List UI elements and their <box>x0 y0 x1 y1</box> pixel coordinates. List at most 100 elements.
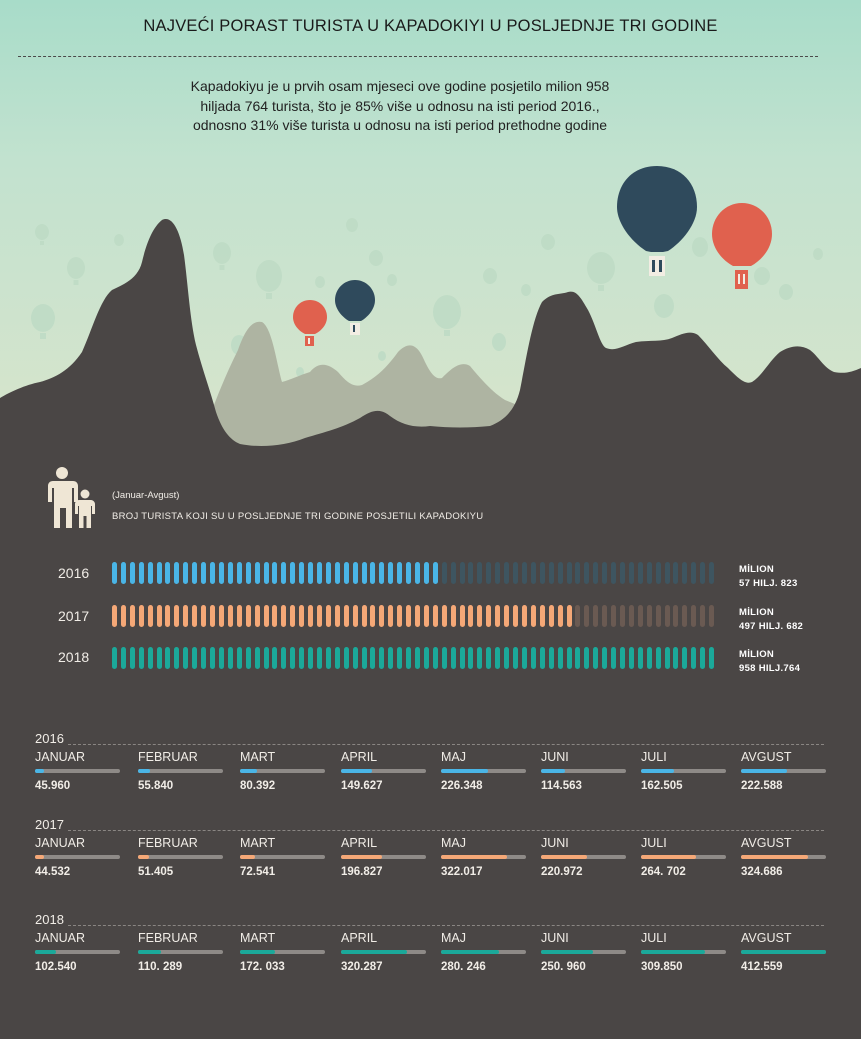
month-bar-track <box>138 855 223 859</box>
total-bar-tick-filled <box>112 562 117 584</box>
year-label-2016: 2016 <box>58 565 90 581</box>
month-cell: MART 172. 033 <box>240 931 325 973</box>
total-bar-tick-filled <box>165 562 171 584</box>
total-bar-tick-filled <box>129 605 135 627</box>
total-bar-tick-filled <box>370 562 376 584</box>
balloon-icon <box>387 274 397 286</box>
total-bar-tick-filled <box>397 647 403 669</box>
month-cell: FEBRUAR 51.405 <box>138 836 223 878</box>
total-bar-tick-empty <box>602 562 608 584</box>
total-bar-tick-filled <box>129 647 135 669</box>
month-name: JANUAR <box>35 931 86 945</box>
total-bar-tick-filled <box>316 605 322 627</box>
total-bar-tick-filled <box>147 562 153 584</box>
total-bar-tick-filled <box>646 647 652 669</box>
total-bar-tick-empty <box>539 562 545 584</box>
total-bar-tick-filled <box>138 562 144 584</box>
month-year-label: 2017 <box>35 817 64 832</box>
month-bar-track <box>441 855 526 859</box>
month-bar-track <box>541 769 626 773</box>
total-bar-tick-filled <box>406 605 412 627</box>
total-bar-tick-empty <box>477 562 483 584</box>
month-name: MAJ <box>441 836 466 850</box>
month-cell: JUNI 114.563 <box>541 750 626 792</box>
balloon-icon <box>114 234 124 246</box>
total-bar-tick-empty <box>593 562 599 584</box>
balloon-icon <box>654 294 674 318</box>
month-bar-track <box>641 855 726 859</box>
total-bar-tick-filled <box>548 647 554 669</box>
total-bar-tick-filled <box>486 647 492 669</box>
total-bar-tick-filled <box>584 647 590 669</box>
total-bar-tick-empty <box>691 605 697 627</box>
total-bar-tick-filled <box>379 647 385 669</box>
month-cell: JANUAR 44.532 <box>35 836 120 878</box>
total-bar-tick-filled <box>201 647 207 669</box>
month-name: MAJ <box>441 931 466 945</box>
total-bar-tick-filled <box>112 605 117 627</box>
total-bar-tick-filled <box>664 647 670 669</box>
month-value: 280. 246 <box>441 961 486 973</box>
month-name: JUNI <box>541 836 569 850</box>
balloon-icon <box>813 248 823 260</box>
total-bar-tick-filled <box>281 647 287 669</box>
chart-subtitle: BROJ TURISTA KOJI SU U POSLJEDNJE TRI GO… <box>112 511 484 522</box>
total-label-2016-line1: MİLION <box>739 564 775 575</box>
total-bar-tick-filled <box>254 562 260 584</box>
month-bar-fill <box>138 855 149 859</box>
total-bar-tick-filled <box>183 605 189 627</box>
total-bar-tick-filled <box>593 647 599 669</box>
total-bar-tick-filled <box>272 605 278 627</box>
month-bar-fill <box>341 769 372 773</box>
total-bar-tick-filled <box>423 647 429 669</box>
total-bar-tick-filled <box>120 562 126 584</box>
total-bar-tick-filled <box>432 647 438 669</box>
total-bar-tick-empty <box>682 605 688 627</box>
total-bar-tick-filled <box>343 562 349 584</box>
total-bar-tick-filled <box>174 562 180 584</box>
month-block-divider <box>68 830 824 831</box>
total-bar-tick-filled <box>245 647 251 669</box>
month-block-divider <box>68 744 824 745</box>
balloon-icon <box>296 367 304 377</box>
month-name: JANUAR <box>35 750 86 764</box>
month-bar-track <box>541 855 626 859</box>
total-bar-tick-filled <box>575 647 581 669</box>
month-bar-track <box>240 950 325 954</box>
month-cell: MART 72.541 <box>240 836 325 878</box>
month-name: MAJ <box>441 750 466 764</box>
total-bar-tick-filled <box>628 647 634 669</box>
hot-air-balloon-small-red <box>293 300 327 346</box>
total-bar-tick-filled <box>361 647 367 669</box>
month-bar-fill <box>441 950 499 954</box>
total-bar-tick-filled <box>548 605 554 627</box>
total-bar-2016 <box>112 562 718 584</box>
month-bar-track <box>741 950 826 954</box>
foreground-mountains <box>0 219 861 460</box>
month-name: APRIL <box>341 836 378 850</box>
total-bar-tick-empty <box>611 562 617 584</box>
month-value: 412.559 <box>741 961 783 973</box>
month-bar-track <box>441 769 526 773</box>
total-bar-tick-filled <box>272 647 278 669</box>
total-bar-tick-empty <box>664 605 670 627</box>
month-bar-fill <box>541 950 593 954</box>
month-bar-track <box>341 855 426 859</box>
total-bar-tick-empty <box>664 562 670 584</box>
total-bar-tick-filled <box>183 562 189 584</box>
balloon-icon <box>31 304 55 339</box>
balloon-icon <box>521 284 531 296</box>
month-cell: JULI 309.850 <box>641 931 726 973</box>
total-bar-tick-filled <box>619 647 625 669</box>
total-bar-tick-empty <box>655 605 661 627</box>
total-bar-tick-filled <box>566 647 572 669</box>
total-bar-tick-empty <box>709 562 715 584</box>
balloon-icon <box>587 252 615 291</box>
month-value: 102.540 <box>35 961 77 973</box>
month-year-label: 2016 <box>35 731 64 746</box>
month-bar-fill <box>240 950 276 954</box>
total-bar-tick-empty <box>709 605 715 627</box>
total-bar-tick-empty <box>619 605 625 627</box>
total-bar-tick-filled <box>682 647 688 669</box>
total-bar-tick-filled <box>299 562 305 584</box>
